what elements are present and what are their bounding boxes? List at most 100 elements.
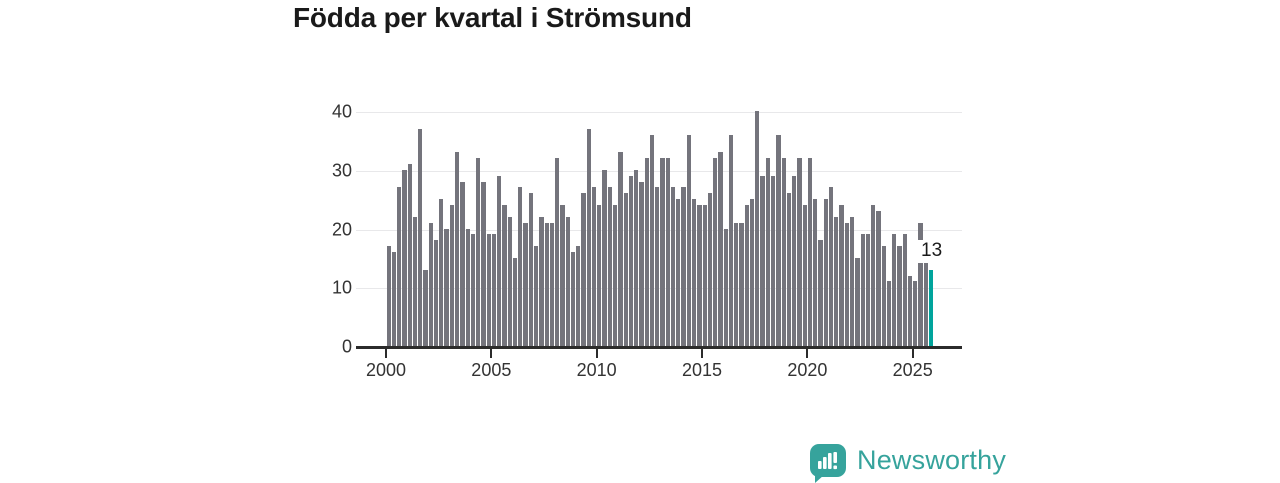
- bar: [702, 205, 707, 346]
- bar: [397, 187, 402, 346]
- bar: [792, 175, 797, 346]
- bar: [755, 111, 760, 346]
- bar: [449, 205, 454, 346]
- bar: [686, 134, 692, 346]
- bar: [576, 246, 581, 346]
- bar: [797, 158, 802, 346]
- bar: [433, 240, 439, 346]
- bar: [460, 181, 465, 346]
- bar: [776, 134, 781, 346]
- bar: [834, 216, 839, 346]
- bar: [502, 205, 507, 346]
- bar: [813, 199, 818, 346]
- bar: [628, 175, 634, 346]
- bar: [497, 175, 502, 346]
- bar: [507, 216, 512, 346]
- y-axis-label-20: 20: [331, 219, 352, 239]
- plot-area: [356, 111, 962, 349]
- bar: [655, 187, 660, 346]
- bar: [491, 234, 497, 346]
- bar: [913, 281, 918, 346]
- bar: [902, 234, 907, 346]
- bar: [770, 175, 776, 346]
- bar: [386, 246, 391, 346]
- bar: [523, 222, 528, 346]
- bar: [570, 252, 576, 346]
- bar: [865, 234, 871, 346]
- bar: [607, 187, 612, 346]
- bar: [681, 187, 686, 346]
- bar: [876, 210, 881, 346]
- x-axis-label-2015: 2015: [681, 360, 723, 380]
- y-axis-label-30: 30: [331, 160, 352, 181]
- bar: [844, 222, 850, 346]
- bar: [533, 246, 539, 346]
- bar: [423, 269, 428, 346]
- x-axis-label-2005: 2005: [471, 360, 512, 380]
- bar: [428, 222, 433, 346]
- bar: [907, 275, 913, 346]
- bar: [892, 234, 897, 346]
- bar: [697, 205, 702, 346]
- bar: [439, 199, 444, 346]
- bar: [465, 228, 470, 346]
- bar: [591, 187, 597, 346]
- bar: [639, 181, 644, 346]
- bar: [470, 234, 476, 346]
- bar: [402, 169, 407, 346]
- bar: [886, 281, 892, 346]
- gridline-40: [356, 112, 962, 113]
- bar: [649, 134, 655, 346]
- bar: [723, 228, 728, 346]
- bar: [665, 158, 670, 346]
- x-axis-label-2010: 2010: [576, 360, 617, 380]
- bar: [823, 199, 828, 346]
- bar: [718, 152, 723, 346]
- bar: [802, 205, 807, 346]
- bar: [760, 175, 765, 346]
- gridline-30: [356, 170, 962, 172]
- bar: [518, 187, 523, 346]
- bar: [728, 134, 734, 346]
- logo-barchart-icon: [818, 452, 837, 470]
- x-axis-tick-2025: [911, 349, 914, 358]
- x-axis-tick-2015: [701, 349, 704, 358]
- y-axis-label-10: 10: [331, 277, 352, 298]
- bar: [839, 205, 844, 346]
- newsworthy-logo: Newsworthy: [810, 444, 1006, 483]
- x-axis-tick-2010: [595, 349, 598, 358]
- x-axis-label-2000: 2000: [365, 360, 407, 380]
- bar: [923, 257, 929, 346]
- bar: [644, 158, 649, 346]
- bar: [486, 234, 491, 346]
- bar: [781, 158, 786, 346]
- bar: [412, 216, 418, 346]
- bar: [786, 193, 792, 346]
- bar: [586, 128, 591, 346]
- bar: [807, 158, 813, 346]
- bar: [918, 222, 923, 346]
- bar: [560, 205, 565, 346]
- bar: [565, 216, 570, 346]
- bar: [528, 193, 533, 346]
- y-axis-label-40: 40: [331, 101, 352, 122]
- bar: [444, 228, 449, 346]
- logo-speech-bubble-icon: [810, 444, 846, 483]
- bar: [749, 199, 755, 346]
- y-axis-label-0: 0: [341, 336, 352, 357]
- bar: [454, 152, 460, 346]
- bar: [512, 257, 518, 346]
- bar: [418, 128, 423, 346]
- bar: [481, 181, 486, 346]
- bar: [871, 205, 876, 346]
- bar: [670, 187, 676, 346]
- bar: [818, 240, 823, 346]
- bar: [860, 234, 865, 346]
- x-axis-tick-2005: [490, 349, 493, 358]
- bar: [691, 199, 697, 346]
- bar: [739, 222, 744, 346]
- highlight-bar: [929, 269, 934, 346]
- bar: [855, 257, 860, 346]
- bar: [623, 193, 628, 346]
- bar: [744, 205, 749, 346]
